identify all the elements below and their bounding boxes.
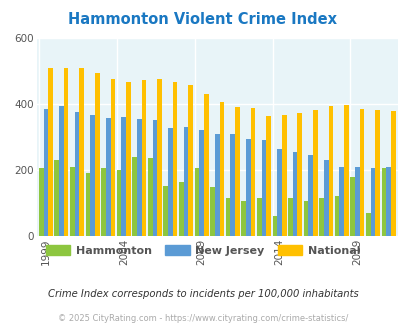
Bar [328, 106, 333, 236]
Bar [350, 177, 354, 236]
Bar [183, 127, 188, 236]
Bar [381, 168, 385, 236]
Bar [163, 186, 168, 236]
Bar [214, 134, 219, 236]
Bar [359, 109, 364, 236]
Bar [339, 167, 343, 236]
Legend: Hammonton, New Jersey, National: Hammonton, New Jersey, National [41, 240, 364, 260]
Bar [79, 68, 84, 236]
Bar [59, 106, 64, 236]
Bar [136, 119, 141, 236]
Bar [121, 117, 126, 236]
Bar [173, 82, 177, 236]
Bar [318, 198, 323, 236]
Bar [179, 182, 183, 236]
Bar [152, 120, 157, 236]
Bar [245, 139, 250, 236]
Bar [106, 118, 110, 236]
Bar [277, 148, 281, 236]
Bar [101, 168, 106, 236]
Bar [225, 198, 230, 236]
Bar [292, 152, 297, 236]
Bar [54, 160, 59, 236]
Bar [194, 168, 199, 236]
Bar [210, 187, 214, 236]
Bar [90, 115, 95, 236]
Bar [168, 128, 173, 236]
Text: © 2025 CityRating.com - https://www.cityrating.com/crime-statistics/: © 2025 CityRating.com - https://www.city… [58, 314, 347, 323]
Bar [354, 167, 359, 236]
Bar [266, 116, 270, 236]
Bar [281, 115, 286, 236]
Bar [261, 140, 266, 236]
Bar [256, 198, 261, 236]
Bar [323, 160, 328, 236]
Bar [85, 173, 90, 236]
Bar [234, 107, 239, 236]
Bar [141, 80, 146, 236]
Bar [95, 73, 99, 236]
Bar [343, 105, 348, 236]
Bar [219, 102, 224, 236]
Bar [230, 134, 234, 236]
Bar [390, 111, 394, 236]
Bar [147, 158, 152, 236]
Bar [48, 68, 53, 236]
Bar [75, 112, 79, 236]
Bar [157, 79, 162, 236]
Bar [203, 94, 208, 236]
Bar [126, 82, 130, 236]
Bar [312, 110, 317, 236]
Text: Hammonton Violent Crime Index: Hammonton Violent Crime Index [68, 12, 337, 26]
Bar [334, 196, 339, 236]
Bar [39, 168, 43, 236]
Bar [70, 167, 75, 236]
Bar [188, 85, 193, 236]
Bar [374, 110, 379, 236]
Bar [297, 113, 301, 236]
Bar [117, 170, 121, 236]
Bar [365, 213, 370, 236]
Bar [199, 130, 203, 236]
Bar [272, 216, 277, 236]
Bar [370, 168, 374, 236]
Bar [43, 109, 48, 236]
Bar [132, 157, 136, 236]
Text: Crime Index corresponds to incidents per 100,000 inhabitants: Crime Index corresponds to incidents per… [47, 289, 358, 299]
Bar [64, 68, 68, 236]
Bar [288, 198, 292, 236]
Bar [250, 108, 255, 236]
Bar [385, 167, 390, 236]
Bar [241, 201, 245, 236]
Bar [110, 79, 115, 236]
Bar [303, 201, 307, 236]
Bar [307, 155, 312, 236]
